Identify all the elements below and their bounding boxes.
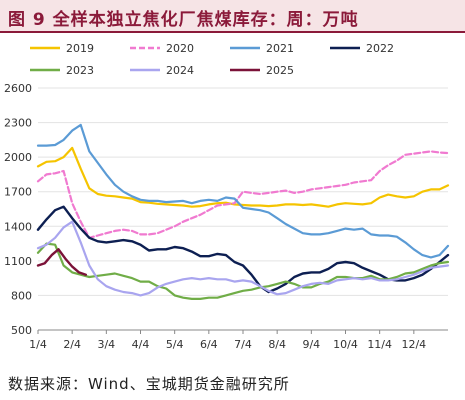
x-tick-label: 6/4 [200, 338, 218, 351]
y-tick-label: 2600 [4, 82, 32, 95]
legend-label-2020: 2020 [166, 42, 194, 55]
figure-title: 图 9 全样本独立焦化厂焦煤库存：周：万吨 [8, 10, 359, 30]
y-tick-label: 500 [11, 324, 32, 337]
legend-label-2019: 2019 [66, 42, 94, 55]
line-chart: 2019 2020 2021 2022 2023 2024 2025 500 800 1100 1… [4, 42, 450, 351]
x-tick-label: 5/4 [166, 338, 184, 351]
y-tick-label: 1400 [4, 220, 32, 233]
y-tick-label: 2000 [4, 151, 32, 164]
legend-label-2024: 2024 [166, 64, 194, 77]
series-line-2019 [36, 146, 450, 208]
x-tick-label: 1/4 [29, 338, 47, 351]
x-tick-label: 3/4 [97, 338, 115, 351]
y-tick-label: 1100 [4, 255, 32, 268]
series-line-2020 [36, 150, 450, 239]
x-axis: 1/4 2/4 3/4 4/4 5/4 6/4 7/4 8/4 9/4 10/4 11/4 12/4 [29, 329, 448, 351]
x-tick-label: 8/4 [268, 338, 286, 351]
x-tick-label: 11/4 [367, 338, 392, 351]
plot-series [36, 123, 450, 300]
x-tick-label: 2/4 [63, 338, 81, 351]
x-tick-label: 12/4 [401, 338, 426, 351]
y-axis: 500 800 1100 1400 1700 2000 2300 2600 [4, 82, 32, 337]
series-line-2024 [36, 220, 450, 297]
legend-label-2023: 2023 [66, 64, 94, 77]
title-bar: 图 9 全样本独立焦化厂焦煤库存：周：万吨 [0, 0, 465, 33]
series-line-2022 [36, 205, 450, 294]
x-tick-label: 4/4 [132, 338, 150, 351]
legend-label-2021: 2021 [266, 42, 294, 55]
series-line-2023 [36, 242, 450, 300]
series-line-2025 [36, 248, 88, 276]
y-tick-label: 800 [11, 289, 32, 302]
x-tick-label: 10/4 [333, 338, 358, 351]
y-tick-label: 1700 [4, 186, 32, 199]
series-line-2021 [36, 123, 450, 259]
legend-label-2025: 2025 [266, 64, 294, 77]
y-tick-label: 2300 [4, 117, 32, 130]
legend-label-2022: 2022 [366, 42, 394, 55]
chart-area: 2019 2020 2021 2022 2023 2024 2025 500 800 1100 1… [0, 35, 465, 370]
x-tick-label: 7/4 [234, 338, 252, 351]
source-note: 数据来源：Wind、宝城期货金融研究所 [8, 375, 290, 393]
legend: 2019 2020 2021 2022 2023 2024 2025 [30, 42, 394, 77]
x-tick-label: 9/4 [302, 338, 320, 351]
